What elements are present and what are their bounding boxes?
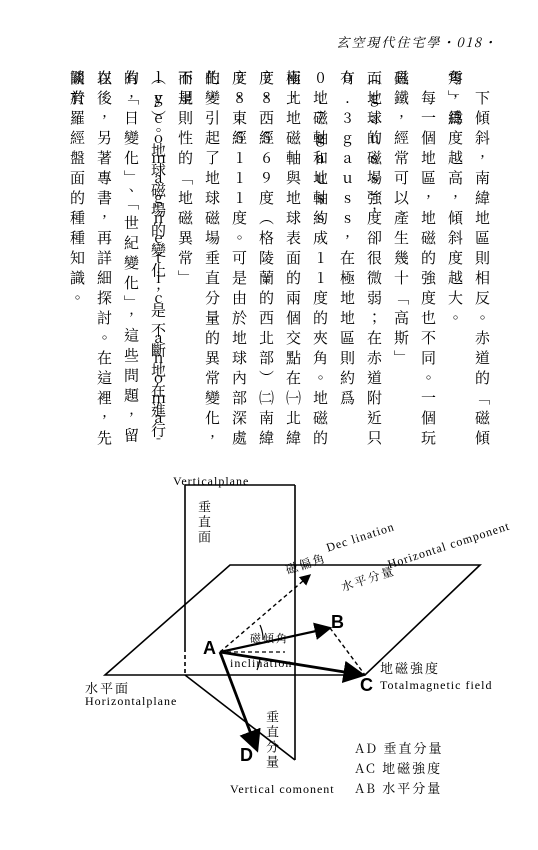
vertical-component-label-en: Vertical comonent: [230, 782, 300, 797]
text-column: 不規則性的「地磁異常」（geomagnetic anoma-: [172, 70, 199, 460]
vertical-plane-label-cn: 垂直面: [195, 500, 214, 545]
text-column: 有「日變化」、「世紀變化」，這些問題，留在: [118, 70, 145, 460]
inclination-label-cn: 磁傾角: [250, 630, 289, 646]
text-column: 磁鐵，經常可以產生幾十「高斯」（gauss），: [388, 70, 415, 460]
legend-ad: AD 垂直分量: [355, 738, 444, 757]
text-column: 關於羅經盤面的種種知識。: [64, 70, 91, 460]
text-column: 每一個地區，地磁的強度也不同。一個玩具: [415, 70, 442, 460]
legend-ab: AB 水平分量: [355, 778, 442, 797]
point-c: C: [360, 675, 374, 696]
text-column: 0.3gauss，在極地地區則約爲0.7gauss。: [334, 70, 361, 460]
page-header: 玄空現代住宅學・018・: [336, 32, 498, 51]
point-d: D: [240, 745, 254, 766]
text-column: 極，地磁軸與地球表面的兩個交點在㈠北緯78.5: [280, 70, 307, 460]
vertical-plane-label-en: Verticalplane: [173, 474, 249, 489]
text-column: 化，引起了地球磁場垂直分量的異常變化，而呈: [199, 70, 226, 460]
total-field-label-cn: 地磁強度: [380, 658, 440, 677]
legend-ac: AC 地磁強度: [355, 758, 442, 777]
total-field-label-en: Totalmagnetic field: [380, 678, 492, 693]
magnetic-field-diagram: Verticalplane 垂直面 Dec lination 磁偏角 Horiz…: [85, 480, 505, 830]
text-column: 以後，另著專書，再詳細探討。在這裡，先談有: [91, 70, 118, 460]
point-b: B: [331, 612, 345, 633]
body-text: 下傾斜，南緯地區則相反。赤道的「磁傾角」爲 零，緯度越高，傾斜度越大。 每一個地…: [60, 70, 496, 470]
text-column: 下傾斜，南緯地區則相反。赤道的「磁傾角」爲: [469, 70, 496, 460]
horizontal-plane-label-en: Horizontalplane: [85, 694, 177, 709]
point-a: A: [203, 638, 217, 659]
inclination-label-en: inclination: [230, 656, 292, 671]
vertical-component-label-cn: 垂直分量: [263, 710, 282, 770]
